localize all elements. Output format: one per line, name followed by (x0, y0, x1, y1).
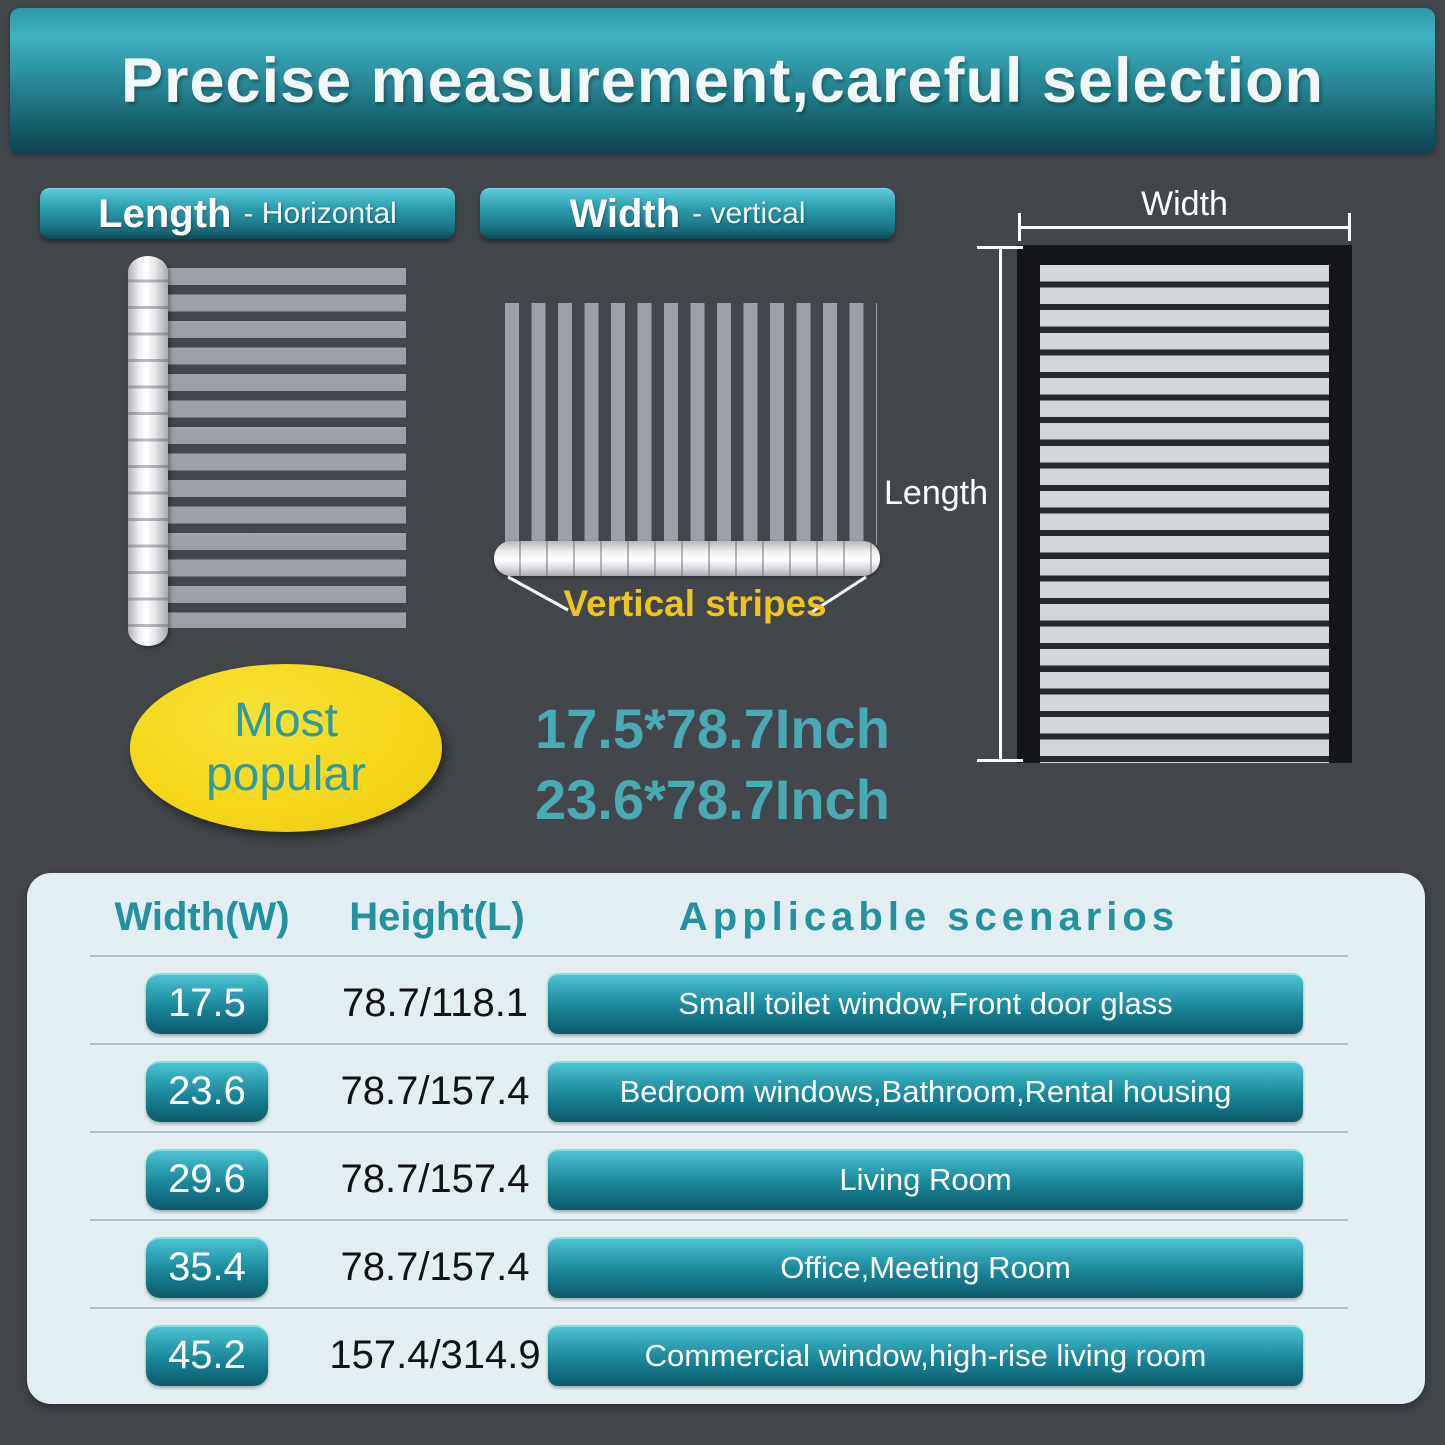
scenario-bar: Office,Meeting Room (548, 1237, 1303, 1298)
popular-size-1: 17.5*78.7Inch (535, 697, 890, 760)
width-banner-main-label: Width (569, 191, 681, 236)
popular-sizes-text: 17.5*78.7Inch 23.6*78.7Inch (535, 694, 890, 835)
width-banner-sub-label: - vertical (692, 197, 806, 230)
horizontal-stripes-film-sheet (164, 268, 406, 628)
vertical-stripes-label: Vertical stripes (563, 583, 827, 624)
scenario-bar: Bedroom windows,Bathroom,Rental housing (548, 1061, 1303, 1122)
table-row: 35.4 78.7/157.4 Office,Meeting Room (27, 1237, 1425, 1298)
length-measure-label: Length (884, 474, 988, 512)
width-value-badge: 17.5 (146, 973, 268, 1034)
height-value: 78.7/157.4 (340, 1245, 530, 1289)
scenario-bar: Commercial window,high-rise living room (548, 1325, 1303, 1386)
table-row: 29.6 78.7/157.4 Living Room (27, 1149, 1425, 1210)
table-divider (90, 1131, 1348, 1133)
most-popular-badge: Most popular (130, 664, 442, 832)
table-row: 23.6 78.7/157.4 Bedroom windows,Bathroom… (27, 1061, 1425, 1122)
size-table-panel: Width(W) Height(L) Applicable scenarios … (27, 873, 1425, 1404)
width-measure-line (1018, 213, 1351, 241)
height-value: 157.4/314.9 (329, 1333, 541, 1377)
popular-size-2: 23.6*78.7Inch (535, 767, 890, 831)
width-value-badge: 23.6 (146, 1061, 268, 1122)
page-title: Precise measurement,careful selection (120, 46, 1325, 116)
table-divider (90, 1307, 1348, 1309)
film-roll-horizontal-tube (494, 541, 880, 576)
table-divider (90, 955, 1348, 957)
pointer-line-left (507, 575, 569, 612)
length-horizontal-banner: Length - Horizontal (40, 188, 455, 239)
vertical-stripes-pointer-lines (507, 575, 867, 614)
title-banner: Precise measurement,careful selection (10, 8, 1435, 154)
most-popular-line2: popular (205, 748, 367, 801)
pointer-line-right (811, 575, 867, 614)
height-value: 78.7/118.1 (341, 981, 529, 1025)
table-divider (90, 1043, 1348, 1045)
width-vertical-banner: Width - vertical (480, 188, 895, 239)
table-row: 17.5 78.7/118.1 Small toilet window,Fron… (27, 973, 1425, 1034)
width-value-badge: 45.2 (146, 1325, 268, 1386)
scenario-bar: Small toilet window,Front door glass (548, 973, 1303, 1034)
width-value-badge: 35.4 (146, 1237, 268, 1298)
width-measure-label: Width (1141, 185, 1228, 223)
length-banner-main-label: Length (98, 191, 232, 236)
window-diagram (1017, 245, 1352, 763)
length-banner-sub-label: - Horizontal (243, 197, 397, 230)
width-value-badge: 29.6 (146, 1149, 268, 1210)
table-row: 45.2 157.4/314.9 Commercial window,high-… (27, 1325, 1425, 1386)
scenario-bar: Living Room (548, 1149, 1303, 1210)
height-value: 78.7/157.4 (340, 1157, 530, 1201)
window-glass-slats (1040, 265, 1329, 763)
most-popular-line1: Most (233, 694, 338, 748)
length-measure-line (977, 246, 1023, 762)
film-roll-vertical-tube (128, 256, 168, 646)
table-header-width: Width(W) (114, 895, 290, 939)
table-header-scenario: Applicable scenarios (678, 895, 1180, 939)
table-divider (90, 1219, 1348, 1221)
height-value: 78.7/157.4 (340, 1069, 530, 1113)
vertical-stripes-film-sheet (505, 303, 877, 545)
table-header-height: Height(L) (349, 895, 525, 939)
